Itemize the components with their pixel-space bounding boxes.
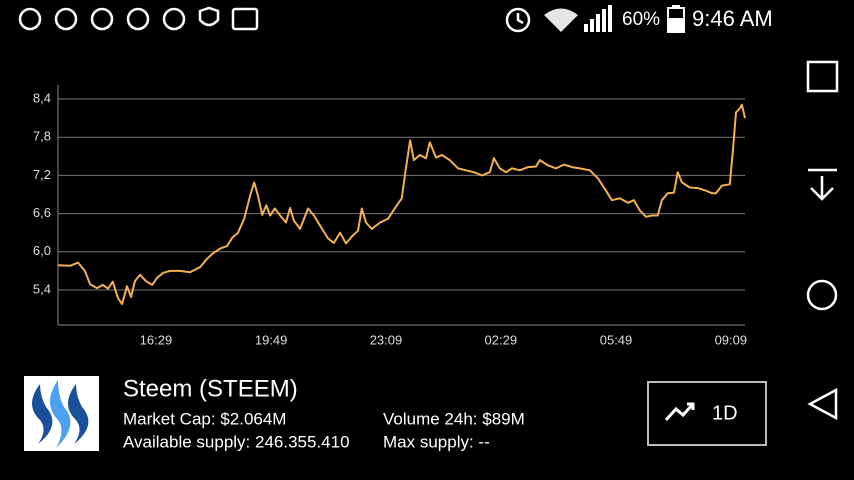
price-line <box>57 103 746 305</box>
x-tick-label: 16:29 <box>140 332 173 347</box>
volume: Volume 24h: $89M <box>383 409 525 428</box>
y-tick-label: 5,4 <box>33 281 51 296</box>
market-cap: Market Cap: $2.064M <box>123 409 286 428</box>
battery-percent: 60% <box>622 9 660 30</box>
coin-name: Steem (STEEM) <box>123 375 298 402</box>
nav-buttons[interactable] <box>806 60 839 421</box>
y-tick-label: 6,0 <box>33 243 51 258</box>
range-button[interactable]: 1D <box>647 381 767 446</box>
y-tick-label: 7,2 <box>33 167 51 182</box>
notification-icons <box>18 6 531 33</box>
x-tick-label: 05:49 <box>600 332 633 347</box>
available-supply: Available supply: 246.355.410 <box>123 432 350 451</box>
y-tick-label: 7,8 <box>33 129 51 144</box>
button-label[interactable]: 1D <box>712 402 738 424</box>
y-tick-label: 8,4 <box>33 90 51 105</box>
trend-icon <box>664 402 695 422</box>
signal-icons <box>544 5 685 33</box>
x-tick-label: 02:29 <box>485 332 518 347</box>
coin-logo <box>24 376 99 451</box>
button-frame[interactable] <box>647 381 767 446</box>
max-supply: Max supply: -- <box>383 432 490 451</box>
x-tick-label: 19:49 <box>255 332 288 347</box>
x-tick-label: 09:09 <box>715 332 748 347</box>
y-tick-label: 6,6 <box>33 205 51 220</box>
x-tick-label: 23:09 <box>370 332 403 347</box>
plot: 5,4 6,0 6,6 7,2 7,8 8,4 16:29 19:49 23:09 02:29 05… <box>33 85 747 347</box>
clock: 9:46 AM <box>692 6 773 31</box>
